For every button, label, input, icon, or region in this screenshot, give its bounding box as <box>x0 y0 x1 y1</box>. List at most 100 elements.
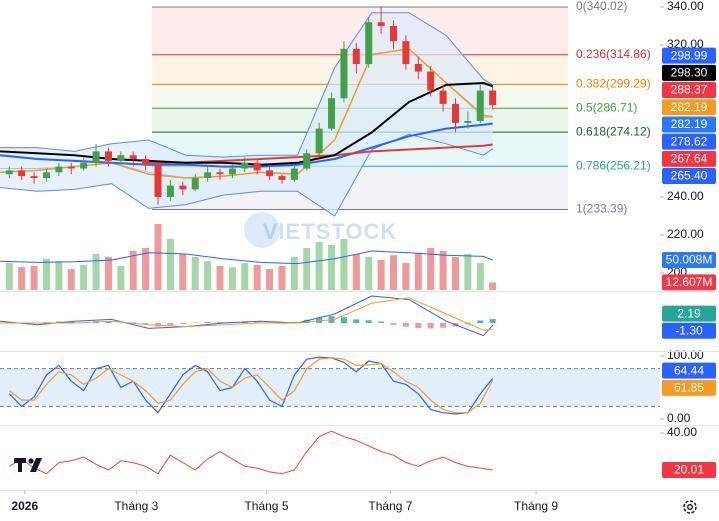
y-tick-label: 100.00 <box>667 348 704 362</box>
candle-body <box>241 162 249 169</box>
candle-body <box>352 48 360 64</box>
macd-histogram <box>365 320 372 323</box>
candle-body <box>476 90 484 121</box>
candle-body <box>154 164 162 197</box>
candle-body <box>315 128 323 154</box>
value-label: 267.64 <box>671 152 708 166</box>
candle-body <box>30 176 38 178</box>
value-label-box <box>662 133 716 150</box>
candle-body <box>18 170 26 177</box>
volume-bar <box>142 248 150 290</box>
volume-bar <box>290 257 298 290</box>
macd-histogram <box>204 321 211 323</box>
volume-bar <box>390 255 398 290</box>
macd-histogram <box>217 322 223 323</box>
volume-bar <box>439 251 447 290</box>
candle-body <box>67 166 75 169</box>
candle-body <box>204 172 212 178</box>
volume-bar <box>241 263 249 290</box>
candle-body <box>340 48 348 99</box>
volume-bar <box>340 239 348 290</box>
volume-bar <box>216 266 224 290</box>
volume-bar <box>5 263 13 290</box>
value-label-box <box>662 168 716 185</box>
volume-bar <box>352 254 360 290</box>
volume-bar <box>253 264 261 290</box>
x-tick-label: Tháng 3 <box>114 499 158 513</box>
candle-body <box>179 185 187 190</box>
value-label-box <box>662 64 716 81</box>
candle-body <box>129 155 137 159</box>
macd-histogram <box>254 322 261 323</box>
macd-histogram <box>415 323 422 329</box>
indicator-line <box>9 430 493 475</box>
volume-bar <box>80 264 88 290</box>
volume-bar <box>402 263 410 290</box>
value-label: 265.40 <box>671 169 708 183</box>
candle-body <box>5 170 13 175</box>
y-tick-label: 40.00 <box>667 425 697 439</box>
volume-bar <box>179 254 187 290</box>
candle-body <box>439 90 447 104</box>
macd-histogram <box>440 323 447 328</box>
value-label-box <box>662 461 716 478</box>
value-label-box <box>662 322 716 339</box>
y-tick-label: 0.00 <box>667 411 691 425</box>
volume-bar <box>129 251 137 290</box>
volume-bar <box>315 242 323 290</box>
value-label: 50.008M <box>666 253 713 267</box>
value-label-box <box>662 82 716 99</box>
candle-body <box>303 153 311 169</box>
y-tick-label: 220.00 <box>667 227 704 241</box>
candle-body <box>55 166 63 173</box>
volume-bar <box>104 257 112 290</box>
candle-body <box>290 168 298 180</box>
candle-body <box>253 162 261 171</box>
macd-histogram <box>489 319 496 323</box>
value-label: -1.30 <box>675 323 703 337</box>
volume-bar <box>328 245 336 290</box>
value-label-box <box>662 379 716 396</box>
volume-bar <box>18 267 26 290</box>
volume-bar <box>451 257 459 290</box>
value-label-box <box>662 150 716 167</box>
volume-bar <box>191 257 199 290</box>
macd-histogram <box>316 317 323 323</box>
volume-bar <box>278 266 286 290</box>
stochastic-band <box>0 368 660 407</box>
bollinger-lower <box>0 133 493 217</box>
candle-body <box>104 151 112 161</box>
y-tick-label: 240.00 <box>667 189 704 203</box>
candle-body <box>117 155 125 161</box>
value-label: 282.19 <box>671 100 708 114</box>
candle-body <box>80 162 88 169</box>
volume-bar <box>266 269 274 290</box>
macd-histogram <box>142 323 149 324</box>
macd-histogram <box>340 317 347 323</box>
settings-icon[interactable] <box>683 500 697 514</box>
candle-body <box>142 159 150 165</box>
volume-bar <box>154 224 162 290</box>
watermark: VIETSTOCK <box>263 219 398 244</box>
value-label: 64.44 <box>674 363 704 377</box>
value-label-box <box>662 251 716 268</box>
volume-bar <box>92 254 100 290</box>
y-tick-label: 340.00 <box>667 0 704 13</box>
candle-body <box>92 151 100 163</box>
volume-bar <box>67 269 75 290</box>
volume-bar <box>204 261 212 290</box>
macd-histogram <box>167 323 174 326</box>
candle-body <box>228 168 236 175</box>
volume-bar <box>427 248 435 290</box>
fib-label: 0.5(286.71) <box>576 100 637 114</box>
candle-body <box>166 185 174 197</box>
volume-bar <box>414 252 422 290</box>
value-label-box <box>662 99 716 116</box>
x-tick-label: 2026 <box>11 499 38 513</box>
candle-body <box>489 90 497 106</box>
value-label-box <box>662 116 716 133</box>
value-label: 61.85 <box>674 380 704 394</box>
macd-histogram <box>477 320 484 323</box>
candle-body <box>191 178 199 190</box>
